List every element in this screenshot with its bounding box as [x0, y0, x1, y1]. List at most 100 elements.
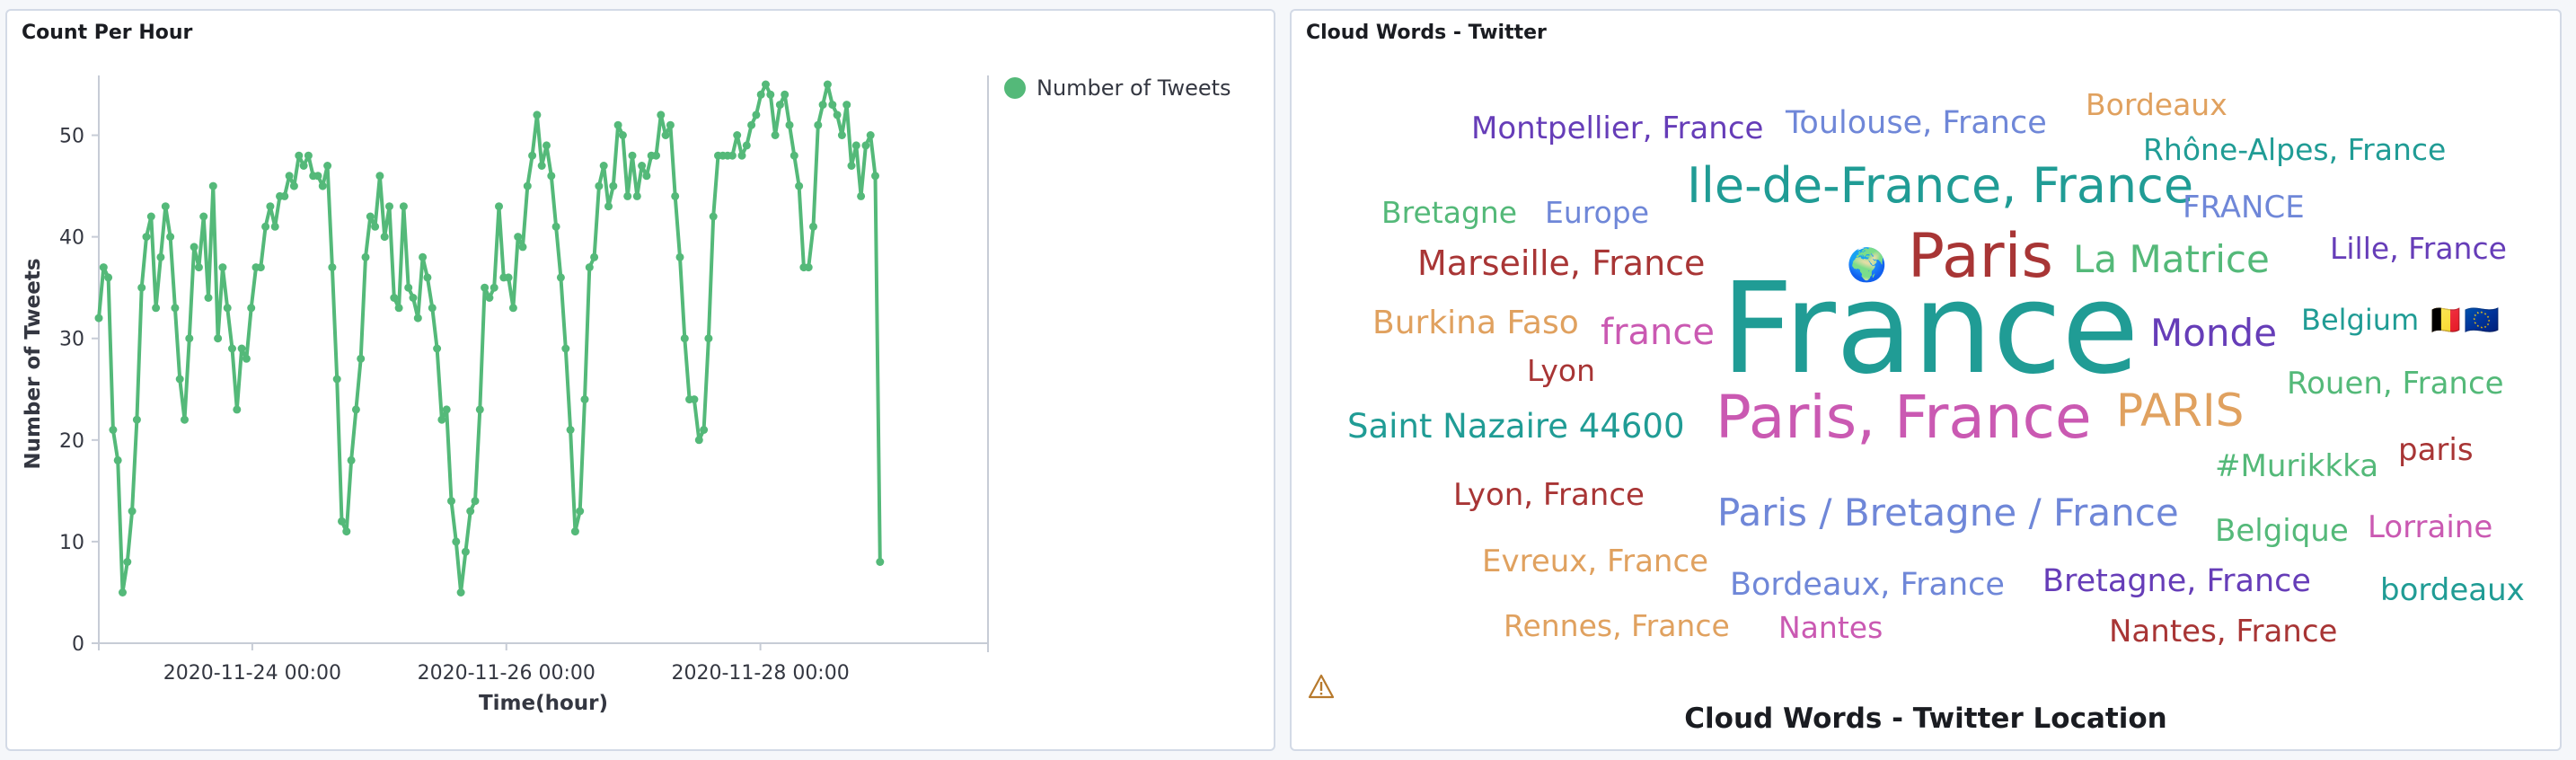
data-point[interactable] [285, 172, 294, 181]
cloud-word-france[interactable]: france [1601, 312, 1715, 353]
cloud-word-belgium[interactable]: Belgium 🇧🇪🇪🇺 [2301, 303, 2501, 337]
cloud-word-paris[interactable]: Paris [1908, 221, 2053, 292]
cloud-word-paris-france[interactable]: Paris, France [1716, 383, 2092, 452]
data-point[interactable] [613, 120, 622, 129]
data-point[interactable] [737, 151, 746, 160]
data-point[interactable] [818, 101, 827, 110]
data-point[interactable] [237, 344, 246, 353]
data-point[interactable] [461, 547, 470, 556]
data-point[interactable] [295, 151, 304, 160]
data-point[interactable] [570, 527, 579, 536]
data-point[interactable] [704, 334, 713, 343]
data-point[interactable] [142, 233, 151, 242]
data-point[interactable] [742, 141, 751, 150]
data-point[interactable] [642, 172, 651, 181]
cloud-word-bretagne-france[interactable]: Bretagne, France [2042, 563, 2311, 599]
data-point[interactable] [690, 395, 699, 404]
data-point[interactable] [661, 131, 670, 139]
data-point[interactable] [671, 191, 680, 200]
data-point[interactable] [342, 527, 351, 536]
data-point[interactable] [94, 314, 103, 323]
data-point[interactable] [313, 172, 322, 181]
data-point[interactable] [399, 202, 408, 211]
data-point[interactable] [409, 294, 418, 302]
cloud-word-evreux-france[interactable]: Evreux, France [1482, 543, 1709, 579]
data-point[interactable] [214, 334, 223, 343]
data-point[interactable] [318, 181, 327, 190]
data-point[interactable] [437, 415, 446, 424]
data-point[interactable] [790, 151, 798, 160]
data-point[interactable] [514, 233, 523, 242]
data-point[interactable] [823, 80, 832, 89]
data-point[interactable] [475, 405, 484, 414]
data-point[interactable] [247, 304, 256, 313]
cloud-word-bordeaux[interactable]: bordeaux [2380, 572, 2525, 608]
data-point[interactable] [847, 162, 856, 170]
data-point[interactable] [456, 588, 465, 597]
data-point[interactable] [146, 212, 155, 221]
data-point[interactable] [199, 212, 208, 221]
data-point[interactable] [171, 304, 180, 313]
line-chart[interactable]: 0 10 20 30 40 50 2020-11-24 00:00 2020-11-26 0… [7, 11, 1274, 749]
data-point[interactable] [366, 212, 375, 221]
data-point[interactable] [242, 354, 251, 363]
data-point[interactable] [228, 344, 236, 353]
data-point[interactable] [747, 120, 756, 129]
data-point[interactable] [595, 181, 604, 190]
data-point[interactable] [390, 294, 399, 302]
data-point[interactable] [161, 202, 170, 211]
cloud-word-murikkka[interactable]: #Murikkka [2215, 448, 2379, 484]
data-point[interactable] [428, 304, 437, 313]
data-point[interactable] [385, 202, 393, 211]
data-point[interactable] [771, 131, 780, 139]
data-point[interactable] [413, 314, 422, 323]
data-point[interactable] [833, 110, 842, 119]
data-point[interactable] [433, 344, 442, 353]
cloud-word-toulouse-france[interactable]: Toulouse, France [1786, 105, 2047, 141]
data-point[interactable] [185, 334, 194, 343]
data-point[interactable] [233, 405, 242, 414]
warning-triangle-icon[interactable] [1308, 674, 1335, 699]
data-point[interactable] [113, 455, 122, 464]
data-point[interactable] [466, 507, 475, 516]
cloud-word-rouen-france[interactable]: Rouen, France [2287, 366, 2504, 402]
cloud-word-paris-bretagne-france[interactable]: Paris / Bretagne / France [1717, 490, 2179, 535]
data-point[interactable] [137, 283, 146, 292]
data-point[interactable] [361, 252, 370, 261]
cloud-word-marseille-france[interactable]: Marseille, France [1417, 243, 1706, 283]
data-point[interactable] [347, 455, 356, 464]
data-point[interactable] [490, 283, 498, 292]
cloud-word-lorraine[interactable]: Lorraine [2368, 509, 2493, 545]
cloud-word-saint-nazaire-44600[interactable]: Saint Nazaire 44600 [1347, 407, 1685, 446]
data-point[interactable] [675, 252, 684, 261]
data-point[interactable] [485, 294, 494, 302]
data-point[interactable] [471, 497, 480, 506]
cloud-word-belgique[interactable]: Belgique [2215, 513, 2349, 549]
data-point[interactable] [351, 405, 360, 414]
data-point[interactable] [299, 162, 308, 170]
data-point[interactable] [304, 151, 313, 160]
data-point[interactable] [599, 162, 608, 170]
data-point[interactable] [508, 304, 517, 313]
data-point[interactable] [128, 507, 137, 516]
data-point[interactable] [194, 263, 203, 272]
cloud-word-france[interactable]: FRANCE [2183, 190, 2305, 225]
data-point[interactable] [99, 263, 108, 272]
data-point[interactable] [280, 191, 289, 200]
data-point[interactable] [371, 222, 380, 231]
data-point[interactable] [756, 90, 765, 99]
data-point[interactable] [204, 294, 213, 302]
data-point[interactable] [289, 181, 298, 190]
data-point[interactable] [585, 263, 594, 272]
data-point[interactable] [561, 344, 570, 353]
cloud-word-rennes-france[interactable]: Rennes, France [1504, 608, 1730, 643]
data-point[interactable] [657, 110, 666, 119]
data-point[interactable] [752, 110, 761, 119]
data-point[interactable] [156, 252, 165, 261]
data-point[interactable] [632, 191, 641, 200]
data-point[interactable] [104, 273, 113, 282]
data-point[interactable] [576, 507, 585, 516]
cloud-word-lyon-france[interactable]: Lyon, France [1453, 477, 1645, 513]
data-point[interactable] [218, 263, 227, 272]
data-point[interactable] [181, 415, 189, 424]
